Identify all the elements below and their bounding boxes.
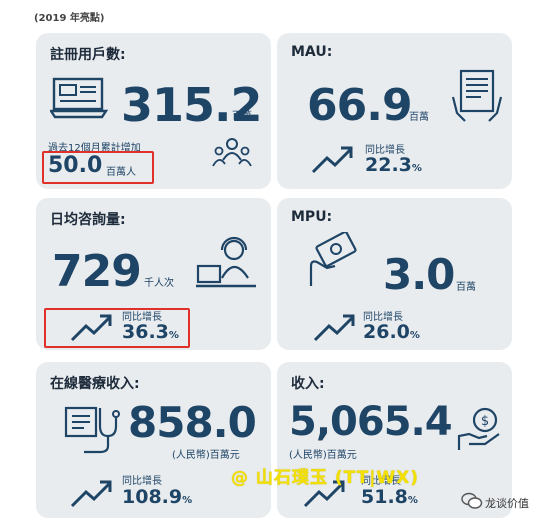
hand-coin-icon: $ [457,407,500,450]
trend-up-arrow-icon [70,480,112,508]
trend-up-arrow-icon [313,314,355,342]
revenue-growth: 51.8% [361,488,418,507]
headset-agent-icon [196,236,256,288]
brand-name: 龙谈价值 [485,497,529,510]
mau-value: 66.9 [307,80,413,131]
mau-title: MAU: [291,44,333,60]
registered-users-increase-value: 50.0 [48,153,103,178]
mpu-growth-label: 同比增長 [363,312,403,323]
revenue-value: 5,065.4 [289,399,453,445]
mpu-title: MPU: [291,209,333,225]
mpu-growth: 26.0% [363,323,420,342]
daily-consultations-unit: 千人次 [144,278,174,289]
daily-consultations-value: 729 [52,246,142,297]
card-revenue: 收入: 5,065.4 (人民幣)百萬元 $ 同比增長 51.8% [277,362,512,518]
daily-consultations-title: 日均咨詢量: [50,212,126,228]
mau-unit: 百萬 [409,112,429,123]
online-medical-growth-value: 108.9 [122,486,183,508]
card-mau: MAU: 66.9 百萬 同比增長 22.3% [277,33,512,189]
consult-growth: 36.3% [122,323,179,342]
consult-growth-highlight [44,308,190,348]
online-medical-title: 在線醫療收入: [50,376,140,392]
registered-users-unit: 百萬 [232,111,252,122]
registered-users-value: 315.2 [121,78,263,132]
revenue-growth-value: 51.8 [361,486,408,508]
mpu-value: 3.0 [383,250,455,299]
wechat-icon [461,492,483,509]
trend-up-arrow-icon [303,480,345,508]
card-online-medical-revenue: 在線醫療收入: 858.0 (人民幣)百萬元 同比增長 108.9% [36,362,271,518]
watermark-text: @ 山石璞玉 (TT|WX) [231,468,420,488]
stethoscope-monitor-icon [64,406,120,454]
mpu-growth-unit: % [409,330,420,341]
revenue-growth-unit: % [407,495,418,506]
mau-growth: 22.3% [365,156,422,175]
consult-growth-label: 同比增長 [122,312,162,323]
people-group-icon [212,138,252,167]
card-mpu: MPU: 3.0 百萬 同比增長 26.0% [277,198,512,350]
mau-growth-unit: % [411,163,422,174]
revenue-growth-label: 同比增長 [361,476,401,487]
registered-users-increase-unit: 百萬人 [106,167,136,178]
consult-growth-value: 36.3 [122,321,169,343]
users-increase-highlight [42,151,154,184]
registered-users-title: 註冊用戶數: [50,47,126,63]
svg-text:$: $ [481,414,489,429]
revenue-unit: (人民幣)百萬元 [289,450,357,461]
revenue-title: 收入: [291,376,325,392]
online-medical-value: 858.0 [128,398,257,447]
card-daily-consultations: 日均咨詢量: 729 千人次 [36,198,271,350]
online-medical-growth: 108.9% [122,488,192,507]
mau-growth-label: 同比增長 [365,145,405,156]
consult-growth-unit: % [168,330,179,341]
online-medical-growth-unit: % [182,495,193,506]
document-hands-icon [451,69,503,122]
mau-growth-value: 22.3 [365,154,412,176]
online-medical-unit: (人民幣)百萬元 [172,450,240,461]
laptop-icon [50,77,109,119]
mpu-growth-value: 26.0 [363,321,410,343]
mpu-unit: 百萬 [456,282,476,293]
trend-up-arrow-icon [311,146,353,174]
year-highlights-header: (2019 年亮點) [34,13,105,24]
registered-users-sub-label: 過去12個月累計增加 [48,143,141,154]
trend-up-arrow-icon [70,314,112,342]
online-medical-growth-label: 同比增長 [122,476,162,487]
hand-money-icon [309,232,357,286]
